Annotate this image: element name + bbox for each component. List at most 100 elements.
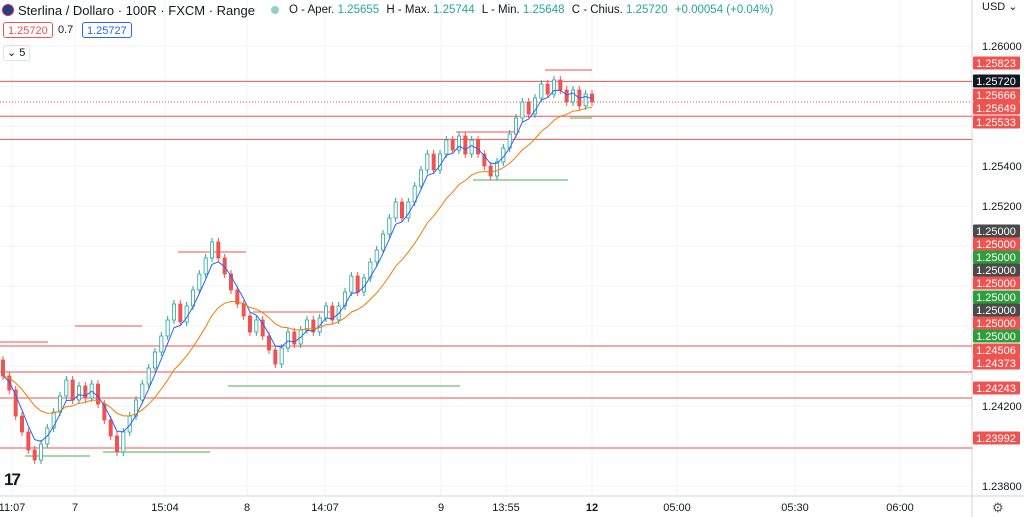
candle-body xyxy=(7,375,12,391)
candle-body xyxy=(83,385,88,399)
candle-body xyxy=(26,431,31,451)
candle-body xyxy=(39,443,44,461)
high-value: 1.25744 xyxy=(433,4,475,16)
candle-body xyxy=(564,89,569,103)
slow-moving-average-line xyxy=(2,106,593,417)
candle-body xyxy=(514,117,519,135)
price-tag xyxy=(973,343,1020,357)
price-tag-label: 1.25000 xyxy=(976,318,1016,330)
chevron-down-icon: ⌄ xyxy=(1008,1,1018,13)
candle-body xyxy=(279,347,284,365)
price-tag xyxy=(973,316,1020,330)
candle-body xyxy=(235,289,240,305)
candle-body xyxy=(32,449,37,461)
candle-body xyxy=(64,379,69,397)
x-tick-label: 14:07 xyxy=(311,502,339,514)
candle-body xyxy=(247,315,252,333)
plot-area xyxy=(0,0,972,517)
candle-body xyxy=(431,153,436,171)
candle-body xyxy=(583,93,588,107)
price-tag-label: 1.25823 xyxy=(976,58,1016,70)
candle-body xyxy=(178,303,183,323)
open-value: 1.25655 xyxy=(337,4,380,16)
price-tag-label: 1.24506 xyxy=(976,345,1016,357)
x-tick-label: 8 xyxy=(244,502,250,514)
x-tick-label: 05:00 xyxy=(663,502,691,514)
candle-body xyxy=(552,79,557,95)
candle-body xyxy=(159,335,164,353)
candle-body xyxy=(444,139,449,155)
y-tick-label: 1.25200 xyxy=(982,201,1022,213)
candle-body xyxy=(456,135,461,151)
y-tick-label: 1.24200 xyxy=(982,401,1022,413)
ohlc-values: O - Aper. 1.25655 H - Max. 1.25744 L - M… xyxy=(289,4,777,16)
currency-label[interactable]: USD ⌄ xyxy=(982,0,1018,14)
candle-body xyxy=(171,303,176,321)
candle-body xyxy=(254,319,259,333)
candle-body xyxy=(349,275,354,293)
candle-body xyxy=(203,257,208,275)
close-value: 1.25720 xyxy=(626,4,668,16)
candle-body xyxy=(19,415,24,433)
price-tag-label: 1.24243 xyxy=(976,383,1016,395)
candle-body xyxy=(539,83,544,99)
candle-body xyxy=(146,367,151,385)
candle-body xyxy=(406,201,411,219)
candle-body xyxy=(197,273,202,291)
candle-body xyxy=(526,101,531,115)
candle-body xyxy=(241,303,246,317)
spread-value: 0.7 xyxy=(58,24,74,36)
currency-text: USD xyxy=(982,1,1006,13)
candle-body xyxy=(482,153,487,167)
x-tick-label: 9 xyxy=(438,502,444,514)
open-label: O - Aper. xyxy=(288,4,335,16)
y-tick-label: 1.23800 xyxy=(982,481,1022,493)
price-tag xyxy=(973,303,1020,317)
price-tag xyxy=(973,250,1020,264)
price-tag-label: 1.25000 xyxy=(976,226,1016,238)
settings-gear-icon[interactable]: ⚙ xyxy=(992,500,1004,515)
x-tick-label: 12 xyxy=(586,502,598,514)
price-tag-label: 1.25666 xyxy=(976,90,1016,102)
candle-body xyxy=(558,79,563,91)
x-tick-label: 13:55 xyxy=(492,502,520,514)
y-tick-label: 1.26000 xyxy=(982,41,1022,53)
buy-button[interactable]: 1.25727 xyxy=(82,22,132,38)
candle-body xyxy=(152,351,157,369)
candle-body xyxy=(0,359,6,377)
close-label: C - Chius. xyxy=(571,4,623,16)
candle-body xyxy=(266,335,271,351)
candle-body xyxy=(311,319,316,333)
market-status-icon xyxy=(270,6,279,14)
candle-body xyxy=(475,139,480,155)
candle-body xyxy=(533,97,538,115)
candle-body xyxy=(140,383,145,401)
price-tag xyxy=(973,101,1020,115)
candle-body xyxy=(520,101,525,119)
candle-body xyxy=(273,349,278,365)
price-tag xyxy=(973,74,1020,88)
x-tick-label: 11:07 xyxy=(0,502,25,514)
tradingview-logo-icon[interactable]: 17 xyxy=(4,470,21,489)
x-tick-label: 05:30 xyxy=(781,502,809,514)
price-tag xyxy=(973,329,1020,343)
high-label: H - Max. xyxy=(386,4,430,16)
candle-body xyxy=(77,385,82,401)
candle-body xyxy=(342,291,347,307)
candle-body xyxy=(70,379,75,401)
candle-body xyxy=(58,395,63,413)
price-tag-label: 1.25533 xyxy=(976,117,1016,129)
indicators-toggle[interactable]: ⌄ 5 xyxy=(3,45,31,61)
price-tag xyxy=(973,381,1020,395)
candle-body xyxy=(355,275,360,293)
gbp-usd-flag-icon xyxy=(2,4,14,16)
candle-body xyxy=(260,319,265,337)
candle-body xyxy=(228,273,233,291)
price-tag-label: 1.25000 xyxy=(976,239,1016,251)
sell-button[interactable]: 1.25720 xyxy=(3,22,53,38)
symbol-title[interactable]: Sterlina / Dollaro · 100R · FXCM · Range xyxy=(18,2,255,18)
price-tag xyxy=(973,263,1020,277)
x-tick-label: 15:04 xyxy=(151,502,179,514)
